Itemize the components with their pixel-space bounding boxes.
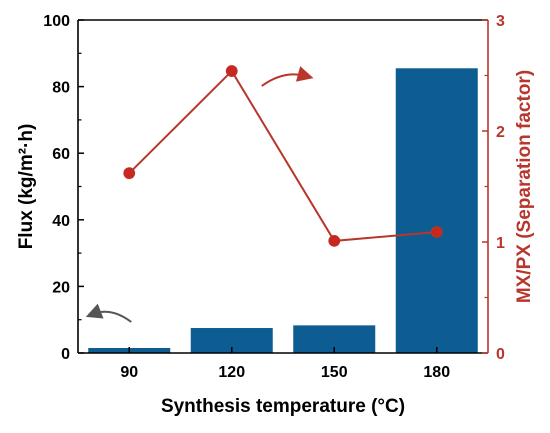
x-tick-label: 120 bbox=[218, 364, 245, 381]
separation-factor-point-150 bbox=[328, 234, 341, 247]
left-tick-label: 20 bbox=[52, 279, 70, 296]
right-axis-title: MX/PX (Separation factor) bbox=[514, 70, 535, 303]
left-tick-label: 80 bbox=[52, 80, 70, 97]
arrow-to-right-axis bbox=[261, 66, 314, 87]
axes-layer bbox=[77, 19, 489, 354]
left-tick-label: 0 bbox=[61, 346, 70, 363]
x-axis-title: Synthesis temperature (°C) bbox=[161, 396, 405, 417]
arrow-to-left-axis bbox=[85, 303, 132, 323]
right-tick-label: 1 bbox=[496, 235, 505, 252]
line-layer bbox=[123, 65, 443, 247]
x-tick-label: 180 bbox=[423, 364, 450, 381]
x-tick-label: 150 bbox=[321, 364, 348, 381]
right-tick-label: 2 bbox=[496, 124, 505, 141]
labels-layer: 0 20 40 60 80 100 0 1 2 3 90 120 150 180 Synthesis tem… bbox=[16, 13, 535, 417]
left-tick-label: 100 bbox=[43, 13, 70, 30]
left-tick-label: 40 bbox=[52, 213, 70, 230]
separation-factor-line bbox=[128, 69, 437, 242]
separation-factor-point-180 bbox=[430, 226, 443, 238]
separation-factor-point-90 bbox=[123, 167, 136, 180]
x-tick-label: 90 bbox=[120, 364, 138, 381]
bars-layer bbox=[88, 68, 478, 353]
annotations-layer bbox=[85, 66, 314, 323]
separation-factor-point-120 bbox=[225, 65, 238, 77]
left-axis-title: Flux (kg/m²·h) bbox=[16, 124, 37, 250]
right-tick-label: 3 bbox=[496, 13, 505, 30]
flux-bar-180 bbox=[395, 68, 478, 353]
left-tick-label: 60 bbox=[52, 146, 70, 163]
right-tick-label: 0 bbox=[496, 346, 505, 363]
